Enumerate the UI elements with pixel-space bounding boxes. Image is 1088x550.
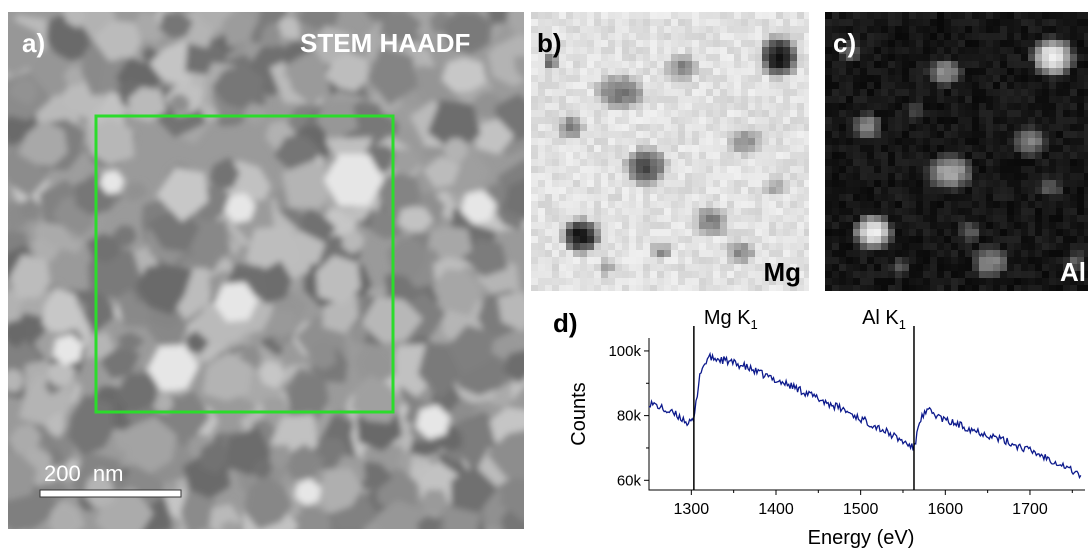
x-tick-label: 1700: [1012, 501, 1048, 518]
panel-a-title: STEM HAADF: [300, 28, 471, 58]
mg-map-label: Mg: [763, 257, 801, 287]
panel-b-letter: b): [537, 28, 562, 58]
y-tick-label: 80k: [617, 408, 642, 425]
mg-elemental-map-panel: b) Mg: [531, 12, 809, 291]
scalebar: [39, 489, 182, 498]
roi-box: [94, 114, 395, 414]
edge-marker-label: Al K1: [862, 307, 906, 332]
y-tick-label: 60k: [617, 472, 642, 489]
panel-c-letter: c): [833, 28, 857, 58]
al-map-label: Al: [1060, 257, 1086, 287]
edge-marker-label: Mg K1: [704, 307, 758, 332]
stem-haadf-image: [8, 12, 524, 529]
x-axis-label: Energy (eV): [808, 527, 915, 549]
al-elemental-map-panel: c) Al: [825, 12, 1088, 291]
x-tick-label: 1300: [674, 501, 710, 518]
y-axis-label: Counts: [568, 382, 590, 445]
al-elemental-map: [825, 12, 1088, 291]
x-tick-label: 1600: [928, 501, 964, 518]
spectrum-panel: d) 1300 1400 1500 1600 1700 60k 80k 100k Energy …: [545, 298, 1088, 550]
spectrum-series-line: [648, 351, 1082, 480]
y-tick-label: 100k: [608, 343, 641, 360]
mg-elemental-map: [531, 12, 809, 291]
panel-a-letter: a): [22, 28, 46, 58]
x-tick-label: 1500: [843, 501, 879, 518]
x-tick-label: 1400: [758, 501, 794, 518]
scalebar-label: 200 nm: [44, 461, 124, 486]
plot-axes: [648, 338, 1085, 491]
stem-haadf-image-panel: a) STEM HAADF 200 nm: [8, 12, 524, 529]
eels-spectrum-chart: d) 1300 1400 1500 1600 1700 60k 80k 100k Energy …: [553, 307, 1085, 549]
panel-d-letter: d): [553, 308, 578, 338]
